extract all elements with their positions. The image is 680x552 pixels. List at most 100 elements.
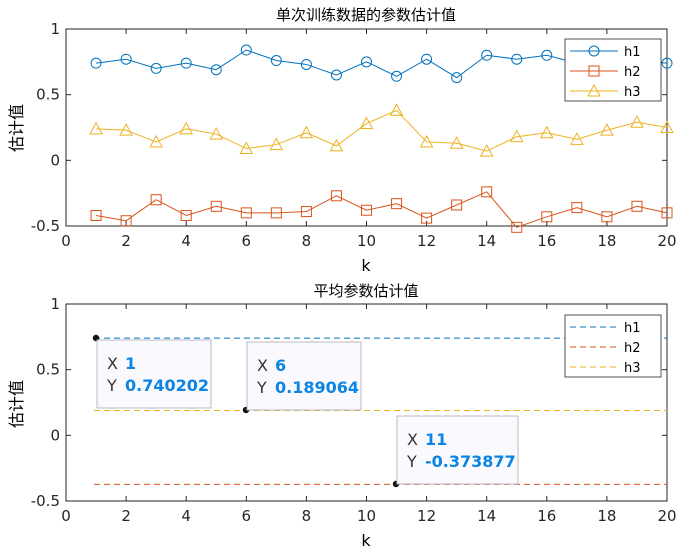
- datatip-h2[interactable]: X 11 Y -0.373877: [392, 415, 519, 488]
- top-point-h3: [389, 103, 404, 116]
- datatip-h1-y-value: 0.740202: [125, 376, 209, 395]
- bottom-x-tick-label: 20: [657, 507, 676, 525]
- bottom-legend-label-h3: h3: [624, 361, 641, 376]
- top-point-h2: [601, 211, 613, 223]
- datatip-h1-box: [96, 339, 212, 409]
- top-point-h3: [329, 138, 344, 152]
- top-point-h3: [119, 123, 133, 136]
- top-plot-y-ticks: -0.5 0 0.5 1: [31, 20, 667, 235]
- top-legend-marker-h3: [587, 83, 601, 97]
- bottom-y-tick-label: -0.5: [31, 492, 60, 510]
- top-point-h3: [660, 120, 674, 133]
- top-point-h3: [509, 129, 524, 143]
- bottom-y-tick-label: 0: [50, 426, 60, 444]
- top-x-tick-label: 2: [121, 232, 131, 250]
- top-point-h1: [511, 53, 523, 65]
- top-point-h2: [330, 190, 342, 202]
- top-point-h2: [270, 207, 282, 219]
- bottom-y-tick-label: 0.5: [36, 361, 60, 379]
- top-plot-legend[interactable]: h1 h2 h3: [564, 38, 662, 102]
- top-plot: 单次训练数据的参数估计值 0 2 4 6 8 10 12 14 16 18 20 -0.500.51…: [7, 6, 677, 275]
- top-x-tick-label: 10: [357, 232, 376, 250]
- top-point-h3: [479, 144, 494, 157]
- bottom-x-tick-label: 6: [242, 507, 252, 525]
- top-point-h2: [511, 221, 523, 233]
- top-legend-label-h2: h2: [624, 65, 641, 80]
- top-point-h1: [270, 55, 282, 67]
- top-point-h2: [90, 209, 102, 221]
- top-point-h3: [359, 116, 374, 130]
- top-legend-item-h2: h2: [570, 65, 641, 80]
- top-point-h1: [391, 70, 403, 82]
- datatip-h3-x-value: 6: [275, 356, 286, 375]
- top-point-h3: [149, 134, 163, 148]
- bottom-plot-y-ticks: -0.5 0 0.5 1: [31, 295, 667, 510]
- top-legend-box: [564, 38, 662, 102]
- top-point-h3: [269, 137, 284, 151]
- bottom-x-tick-label: 12: [417, 507, 436, 525]
- top-point-h1: [661, 57, 673, 69]
- top-point-h2: [240, 207, 252, 219]
- top-plot-x-ticks: 0 2 4 6 8 10 12 14 16 18 20: [61, 29, 677, 250]
- top-x-tick-label: 6: [242, 232, 252, 250]
- top-point-h1: [240, 44, 252, 56]
- top-x-tick-label: 18: [597, 232, 616, 250]
- bottom-x-tick-label: 8: [302, 507, 312, 525]
- top-point-h2: [150, 194, 162, 206]
- bottom-x-tick-label: 2: [121, 507, 131, 525]
- top-point-h1: [361, 56, 372, 68]
- top-legend-label-h3: h3: [624, 85, 641, 100]
- datatip-h1-x-key: X: [107, 354, 118, 373]
- datatip-h1[interactable]: X 1 Y 0.740202: [92, 334, 212, 409]
- top-point-h1: [120, 53, 132, 65]
- top-point-h2: [180, 209, 192, 221]
- top-point-h1: [90, 57, 102, 69]
- bottom-x-tick-label: 16: [537, 507, 556, 525]
- top-legend-marker-h2: [588, 65, 600, 77]
- bottom-x-tick-label: 4: [181, 507, 191, 525]
- top-y-tick-label: -0.5: [31, 217, 60, 235]
- top-x-tick-label: 14: [477, 232, 496, 250]
- datatip-h2-x-value: 11: [425, 430, 447, 449]
- top-point-h3: [239, 141, 254, 155]
- top-point-h1: [330, 69, 342, 81]
- bottom-legend-item-h3: h3: [570, 361, 641, 376]
- bottom-legend-item-h2: h2: [570, 341, 641, 356]
- top-point-h1: [300, 58, 312, 70]
- top-x-tick-label: 16: [537, 232, 556, 250]
- top-x-tick-label: 12: [417, 232, 436, 250]
- bottom-plot-title: 平均参数估计值: [313, 282, 418, 300]
- top-point-h2: [361, 204, 372, 216]
- datatip-h3[interactable]: X 6 Y 0.189064: [242, 341, 362, 414]
- top-point-h2: [481, 186, 493, 198]
- top-point-h2: [451, 199, 463, 211]
- top-x-tick-label: 4: [181, 232, 191, 250]
- datatip-h1-y-key: Y: [106, 376, 117, 395]
- top-point-h3: [570, 132, 584, 145]
- top-point-h3: [89, 121, 103, 135]
- datatip-h2-y-key: Y: [406, 452, 417, 471]
- bottom-legend-item-h1: h1: [570, 321, 641, 336]
- top-point-h3: [449, 136, 464, 149]
- top-point-h3: [299, 125, 314, 139]
- top-legend-marker-h1: [588, 45, 600, 57]
- bottom-legend-box: [564, 314, 662, 378]
- top-y-tick-label: 0.5: [36, 86, 60, 104]
- top-point-h2: [661, 207, 673, 219]
- datatip-h2-y-value: -0.373877: [425, 452, 516, 471]
- top-legend-label-h1: h1: [624, 45, 641, 60]
- top-point-h2: [421, 212, 433, 224]
- bottom-x-tick-label: 10: [357, 507, 376, 525]
- bottom-plot-x-label: k: [361, 531, 371, 550]
- top-point-h1: [481, 49, 493, 61]
- top-point-h3: [209, 127, 224, 140]
- bottom-x-tick-label: 14: [477, 507, 496, 525]
- datatip-h3-box: [246, 341, 362, 411]
- top-series-line-h3: [96, 109, 668, 152]
- bottom-plot-legend[interactable]: h1 h2 h3: [564, 314, 662, 378]
- bottom-plot: 平均参数估计值 0 2 4 6 8 10 12 14 16 18 20 -0.500.51 k 估计…: [7, 282, 677, 550]
- datatip-h3-y-key: Y: [256, 378, 267, 397]
- bottom-legend-label-h2: h2: [624, 341, 641, 356]
- top-point-h2: [120, 215, 132, 227]
